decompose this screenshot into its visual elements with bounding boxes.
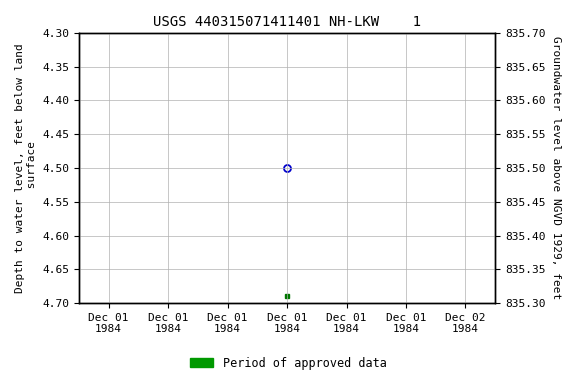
Y-axis label: Depth to water level, feet below land
 surface: Depth to water level, feet below land su… bbox=[15, 43, 37, 293]
Y-axis label: Groundwater level above NGVD 1929, feet: Groundwater level above NGVD 1929, feet bbox=[551, 36, 561, 300]
Legend: Period of approved data: Period of approved data bbox=[185, 352, 391, 374]
Title: USGS 440315071411401 NH-LKW    1: USGS 440315071411401 NH-LKW 1 bbox=[153, 15, 421, 29]
